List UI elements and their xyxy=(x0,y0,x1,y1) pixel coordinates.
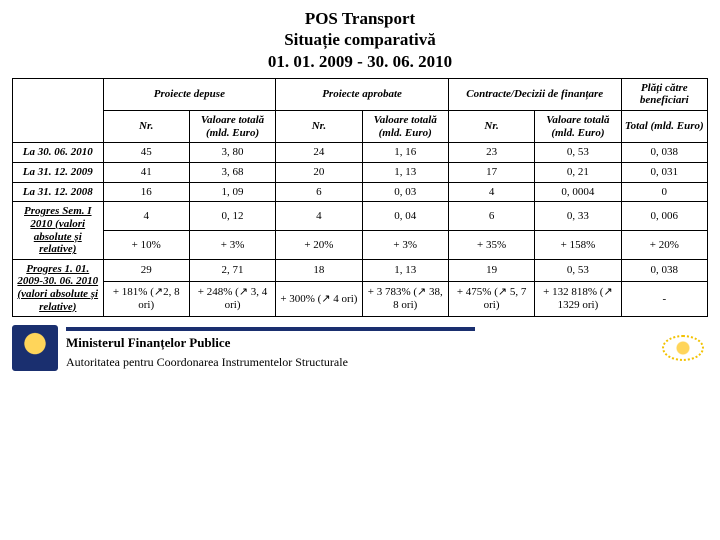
cell: 24 xyxy=(276,143,362,163)
page-title: POS Transport Situație comparativă 01. 0… xyxy=(12,8,708,72)
cell: + 3% xyxy=(189,231,275,260)
cell: 29 xyxy=(103,259,189,281)
cell: 1, 13 xyxy=(362,259,448,281)
cell: 0, 038 xyxy=(621,143,707,163)
table-row: La 31. 12. 2008 16 1, 09 6 0, 03 4 0, 00… xyxy=(13,182,708,202)
cell: 6 xyxy=(276,182,362,202)
title-line-2: Situație comparativă xyxy=(12,29,708,50)
cell: - xyxy=(621,281,707,317)
header-val-3: Valoare totală (mld. Euro) xyxy=(535,111,621,143)
row-label-progres2: Progres 1. 01. 2009-30. 06. 2010 (valori… xyxy=(13,259,104,317)
cell: + 10% xyxy=(103,231,189,260)
cell: + 35% xyxy=(448,231,534,260)
table-row: + 10% + 3% + 20% + 3% + 35% + 158% + 20% xyxy=(13,231,708,260)
cell: 1, 13 xyxy=(362,162,448,182)
cell: 18 xyxy=(276,259,362,281)
cell: 1, 09 xyxy=(189,182,275,202)
cell: 1, 16 xyxy=(362,143,448,163)
header-val-2: Valoare totală (mld. Euro) xyxy=(362,111,448,143)
cell: + 20% xyxy=(621,231,707,260)
cell: + 20% xyxy=(276,231,362,260)
footer-line-1: Ministerul Finanțelor Publice xyxy=(66,335,650,351)
cell: + 132 818% (↗ 1329 ori) xyxy=(535,281,621,317)
cell: 4 xyxy=(448,182,534,202)
header-group-1: Proiecte depuse xyxy=(103,78,276,110)
coat-of-arms-icon xyxy=(12,325,58,371)
header-group-3: Contracte/Decizii de finanțare xyxy=(448,78,621,110)
footer-text: Ministerul Finanțelor Publice Autoritate… xyxy=(66,327,650,370)
footer-line-2: Autoritatea pentru Coordonarea Instrumen… xyxy=(66,355,650,370)
cell: 0, 038 xyxy=(621,259,707,281)
row-label: La 31. 12. 2008 xyxy=(13,182,104,202)
cell: 0, 33 xyxy=(535,202,621,231)
cell: 4 xyxy=(276,202,362,231)
header-nr-1: Nr. xyxy=(103,111,189,143)
header-total: Total (mld. Euro) xyxy=(621,111,707,143)
cell: + 3% xyxy=(362,231,448,260)
table-row: La 31. 12. 2009 41 3, 68 20 1, 13 17 0, … xyxy=(13,162,708,182)
cell: + 158% xyxy=(535,231,621,260)
row-label-progres1: Progres Sem. I 2010 (valori absolute și … xyxy=(13,202,104,260)
cell: 0, 006 xyxy=(621,202,707,231)
cell: 0 xyxy=(621,182,707,202)
comparison-table: Proiecte depuse Proiecte aprobate Contra… xyxy=(12,78,708,318)
cell: 0, 53 xyxy=(535,143,621,163)
cell: 3, 80 xyxy=(189,143,275,163)
header-nr-2: Nr. xyxy=(276,111,362,143)
header-nr-3: Nr. xyxy=(448,111,534,143)
header-group-2: Proiecte aprobate xyxy=(276,78,449,110)
cell: 0, 21 xyxy=(535,162,621,182)
row-label: La 30. 06. 2010 xyxy=(13,143,104,163)
footer: Ministerul Finanțelor Publice Autoritate… xyxy=(12,325,708,371)
cell: 4 xyxy=(103,202,189,231)
header-blank xyxy=(13,78,104,143)
cell: 16 xyxy=(103,182,189,202)
cell: 0, 0004 xyxy=(535,182,621,202)
cell: 20 xyxy=(276,162,362,182)
cell: 17 xyxy=(448,162,534,182)
table-row: La 30. 06. 2010 45 3, 80 24 1, 16 23 0, … xyxy=(13,143,708,163)
cell: 0, 03 xyxy=(362,182,448,202)
cell: + 248% (↗ 3, 4 ori) xyxy=(189,281,275,317)
row-label: La 31. 12. 2009 xyxy=(13,162,104,182)
title-line-3: 01. 01. 2009 - 30. 06. 2010 xyxy=(12,51,708,72)
cell: 0, 04 xyxy=(362,202,448,231)
cell: 23 xyxy=(448,143,534,163)
eu-stars-icon xyxy=(658,331,708,365)
cell: 0, 031 xyxy=(621,162,707,182)
cell: 2, 71 xyxy=(189,259,275,281)
table-row: Progres Sem. I 2010 (valori absolute și … xyxy=(13,202,708,231)
cell: + 3 783% (↗ 38, 8 ori) xyxy=(362,281,448,317)
cell: 19 xyxy=(448,259,534,281)
cell: 0, 12 xyxy=(189,202,275,231)
title-line-1: POS Transport xyxy=(12,8,708,29)
divider xyxy=(66,327,475,331)
cell: 41 xyxy=(103,162,189,182)
cell: + 181% (↗2, 8 ori) xyxy=(103,281,189,317)
cell: + 300% (↗ 4 ori) xyxy=(276,281,362,317)
cell: 3, 68 xyxy=(189,162,275,182)
cell: 45 xyxy=(103,143,189,163)
cell: + 475% (↗ 5, 7 ori) xyxy=(448,281,534,317)
cell: 6 xyxy=(448,202,534,231)
header-val-1: Valoare totală (mld. Euro) xyxy=(189,111,275,143)
header-group-4: Plăți către beneficiari xyxy=(621,78,707,110)
table-row: + 181% (↗2, 8 ori) + 248% (↗ 3, 4 ori) +… xyxy=(13,281,708,317)
table-row: Progres 1. 01. 2009-30. 06. 2010 (valori… xyxy=(13,259,708,281)
cell: 0, 53 xyxy=(535,259,621,281)
